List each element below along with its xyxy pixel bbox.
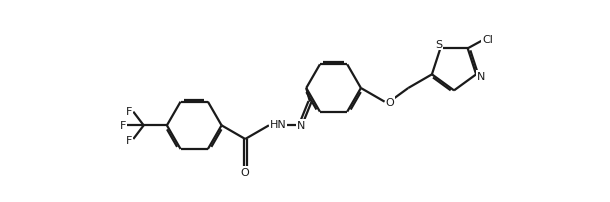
Text: O: O [386, 97, 395, 107]
Text: N: N [297, 121, 306, 131]
Text: S: S [436, 40, 443, 49]
Text: F: F [120, 121, 126, 131]
Text: N: N [477, 71, 485, 81]
Text: Cl: Cl [483, 35, 493, 45]
Text: O: O [241, 167, 249, 178]
Text: F: F [126, 107, 132, 117]
Text: HN: HN [270, 120, 287, 130]
Text: F: F [126, 135, 132, 145]
